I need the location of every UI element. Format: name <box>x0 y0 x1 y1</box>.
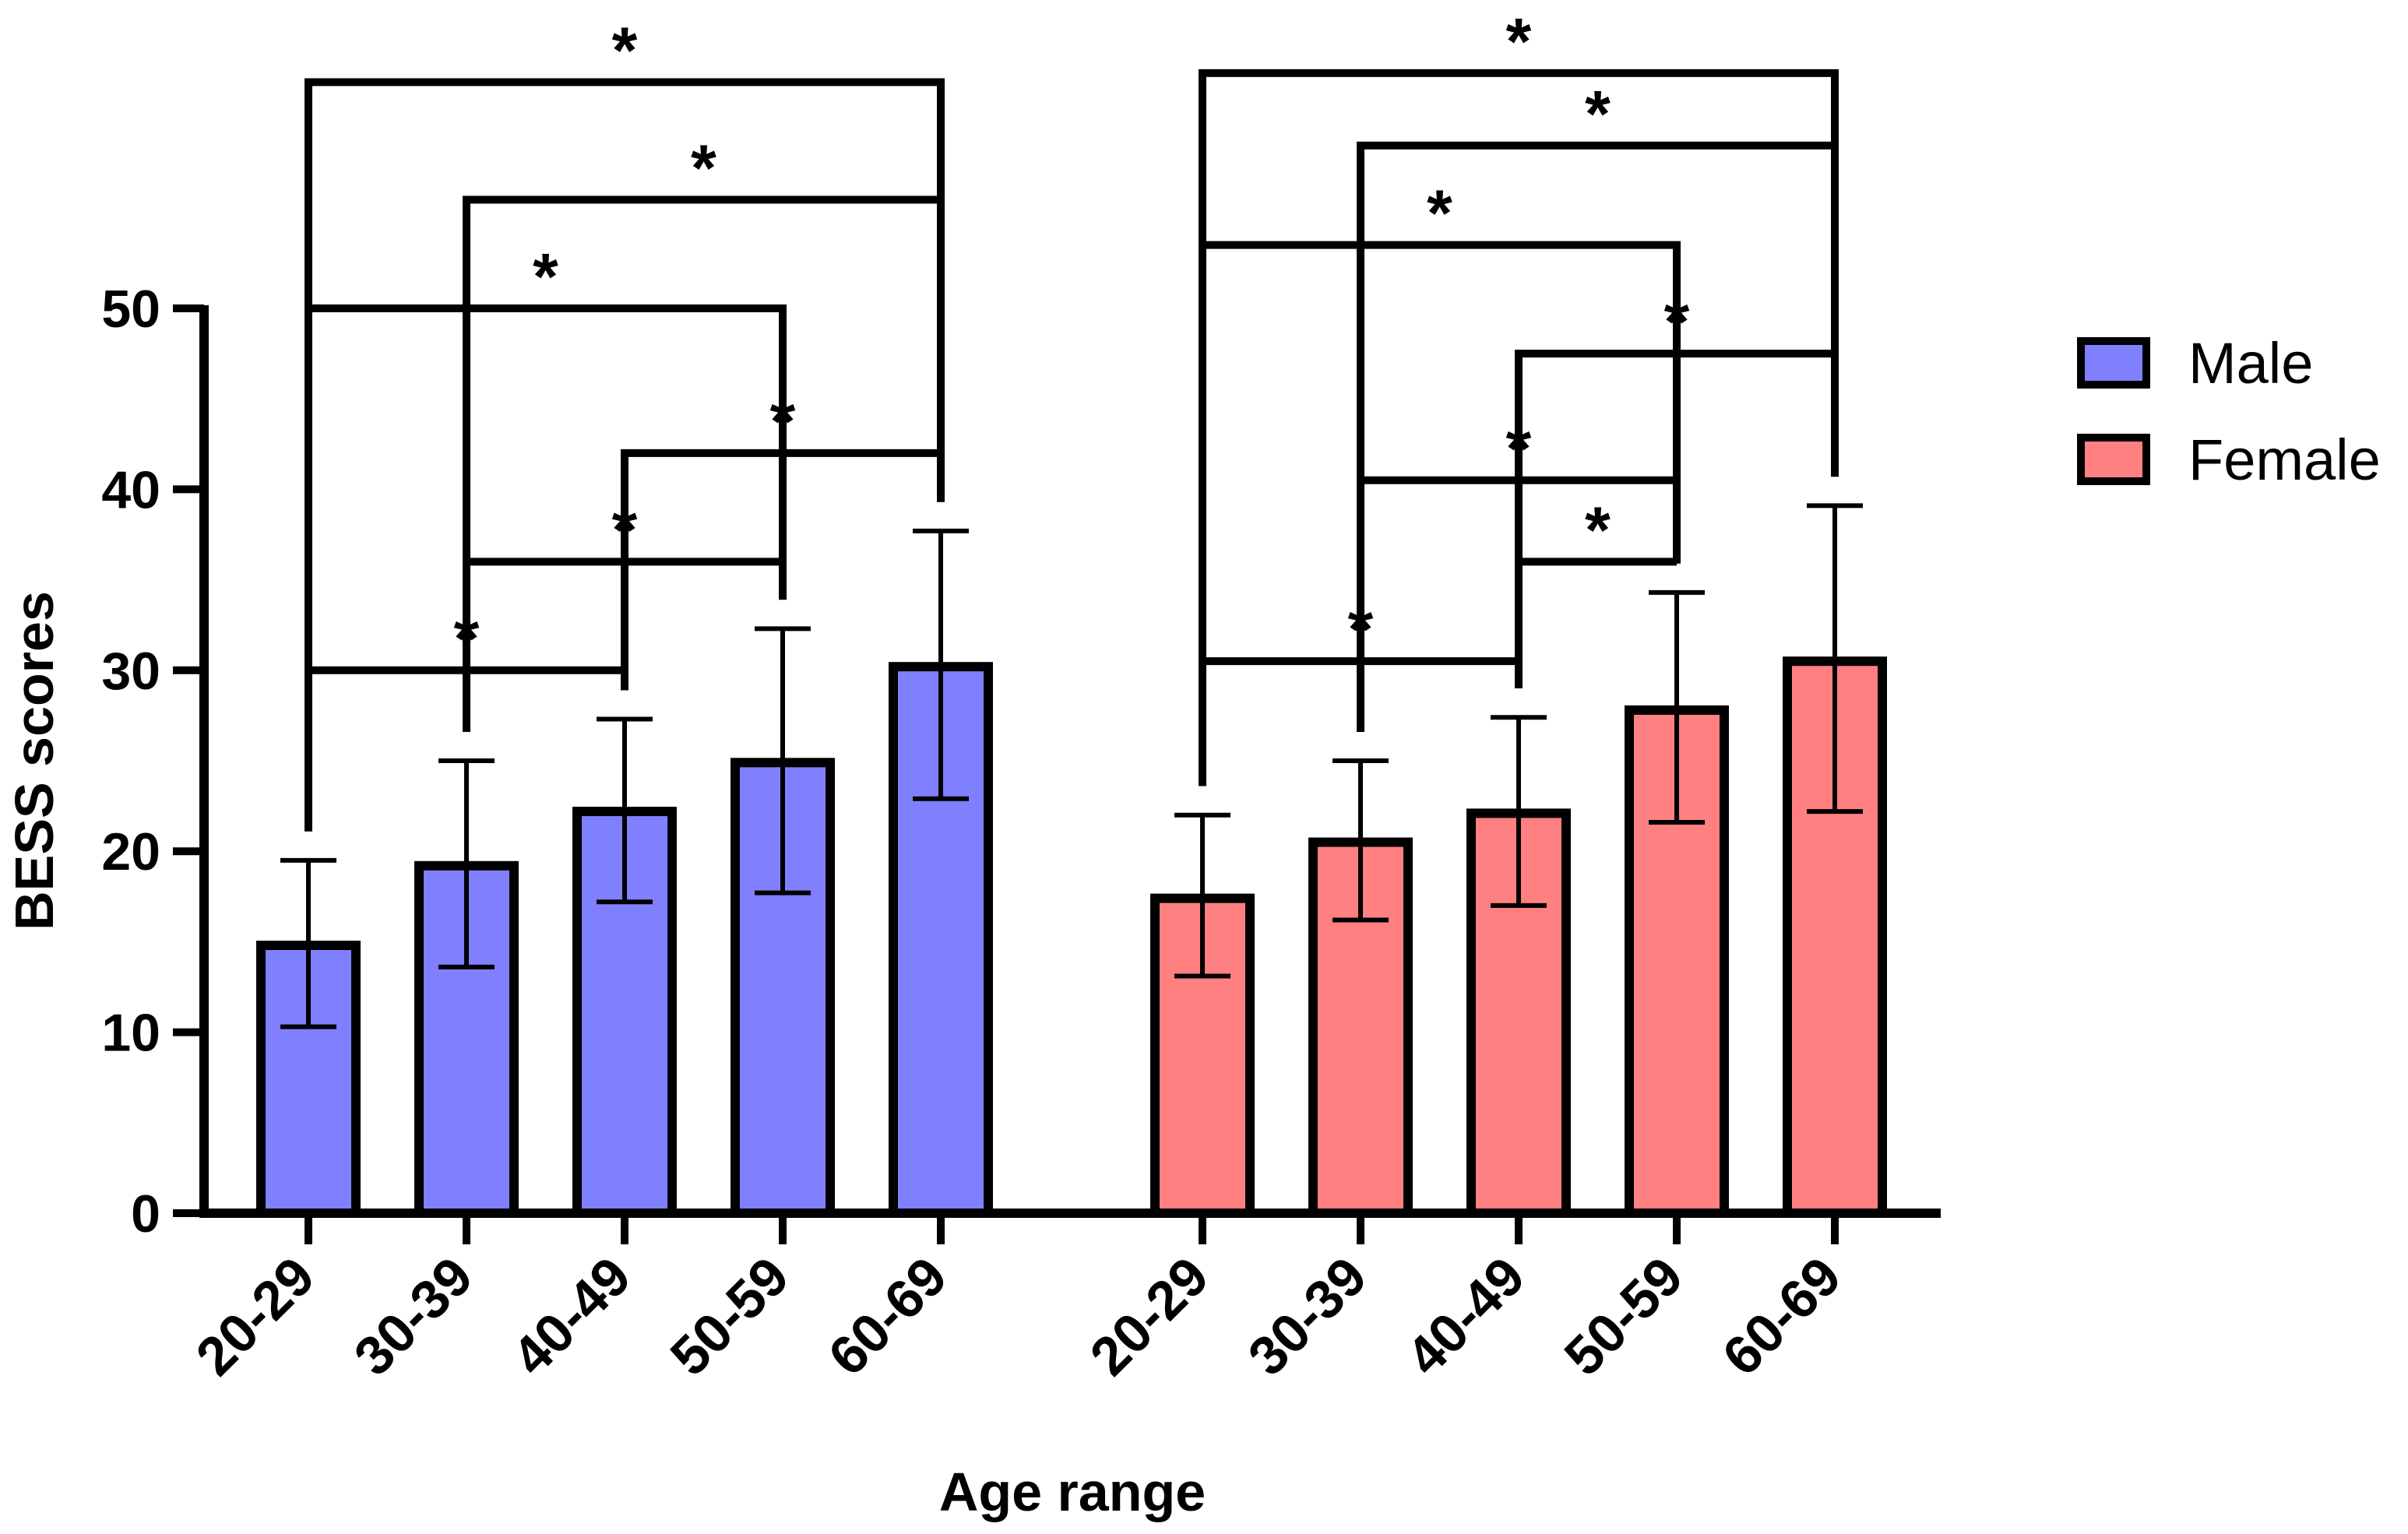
legend-item-male: Male <box>2077 331 2313 396</box>
x-tick-label-male-30-39: 30-39 <box>343 1245 484 1387</box>
x-tick-label-male-50-59: 50-59 <box>659 1245 801 1387</box>
error-bar-female-40-49 <box>1491 715 1547 908</box>
significance-layer: ************* <box>305 5 1839 832</box>
error-bar-male-20-29 <box>280 857 336 1029</box>
legend-swatch-male <box>2077 337 2150 389</box>
significance-star-4: * <box>533 240 558 313</box>
legend: Male Female <box>2077 331 2381 492</box>
significance-bracket-12: * <box>1357 77 1839 732</box>
error-bar-female-60-69 <box>1807 503 1863 814</box>
significance-star-13: * <box>1506 5 1532 78</box>
significance-bracket-4: * <box>305 240 787 832</box>
significance-bracket-13: * <box>1199 5 1839 786</box>
significance-bracket-5: * <box>463 132 945 732</box>
error-bar-male-30-39 <box>438 758 495 969</box>
x-tick-label-male-60-69: 60-69 <box>817 1245 959 1387</box>
error-bar-female-50-59 <box>1649 589 1705 825</box>
significance-bracket-6: * <box>305 14 945 832</box>
significance-star-5: * <box>691 132 716 205</box>
y-axis-title: BESS scores <box>4 591 65 931</box>
legend-label-female: Female <box>2188 427 2381 492</box>
error-bar-male-50-59 <box>755 626 811 895</box>
significance-star-12: * <box>1585 77 1611 150</box>
y-tick-label-10: 10 <box>101 1004 160 1063</box>
significance-star-11: * <box>1427 177 1452 250</box>
significance-star-8: * <box>1585 493 1611 566</box>
significance-star-6: * <box>612 14 638 87</box>
x-tick-label-male-20-29: 20-29 <box>185 1245 326 1387</box>
x-tick-label-female-50-59: 50-59 <box>1553 1245 1695 1387</box>
error-bar-male-40-49 <box>597 716 653 905</box>
y-tick-label-20: 20 <box>101 822 160 881</box>
x-axis-title: Age range <box>939 1462 1206 1522</box>
legend-swatch-female <box>2077 434 2150 485</box>
bar-male-50-59 <box>730 758 835 1218</box>
y-tick-label-40: 40 <box>101 460 160 519</box>
error-bars-layer <box>280 503 1863 1029</box>
error-bar-female-30-39 <box>1332 758 1389 923</box>
x-tick-label-female-40-49: 40-49 <box>1395 1245 1537 1387</box>
y-tick-label-30: 30 <box>101 642 160 701</box>
x-tick-label-male-40-49: 40-49 <box>501 1245 642 1387</box>
legend-label-male: Male <box>2188 331 2313 396</box>
bars-layer <box>256 656 1887 1219</box>
legend-item-female: Female <box>2077 427 2381 492</box>
x-tick-label-female-20-29: 20-29 <box>1079 1245 1220 1387</box>
x-tick-label-female-30-39: 30-39 <box>1237 1245 1378 1387</box>
error-bar-male-60-69 <box>913 528 969 801</box>
y-tick-label-50: 50 <box>101 280 160 339</box>
error-bar-female-20-29 <box>1174 812 1230 979</box>
y-tick-label-0: 0 <box>131 1184 160 1244</box>
x-tick-label-female-60-69: 60-69 <box>1711 1245 1853 1387</box>
